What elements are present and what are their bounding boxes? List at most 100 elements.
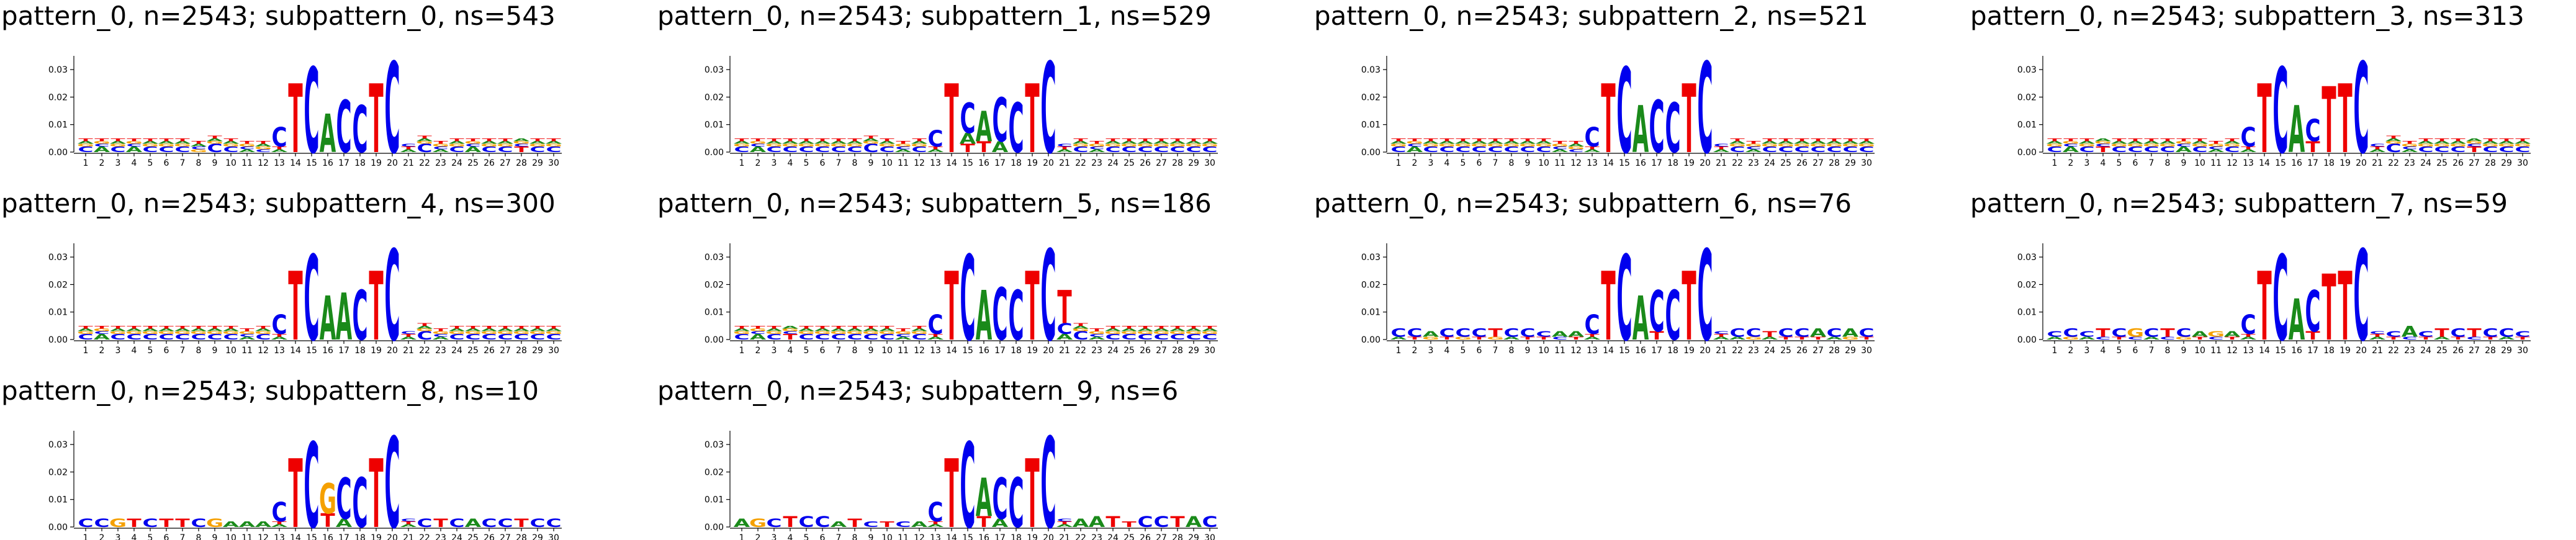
x-tick-label: 25 <box>1780 346 1791 356</box>
x-tick-label: 16 <box>2291 158 2302 168</box>
logo-letter-A: A <box>142 328 158 332</box>
logo-letter-C: C <box>1040 412 1056 540</box>
logo-letter-A: A <box>417 138 433 142</box>
logo-letter-G: G <box>1745 336 1762 340</box>
logo-letter-G: G <box>238 330 256 335</box>
logo-letter-A: A <box>546 140 562 145</box>
logo-letter-C: C <box>766 333 781 341</box>
x-tick-label: 2 <box>99 158 105 168</box>
x-tick-label: 9 <box>1525 158 1531 168</box>
logo-letter-T: T <box>546 325 561 330</box>
logo-letter-G: G <box>1535 143 1552 147</box>
logo-letter-G: G <box>911 143 928 147</box>
logo-letter-A: A <box>481 140 497 145</box>
logo-letter-T: T <box>783 513 798 531</box>
x-tick-label: 1 <box>739 533 745 540</box>
logo-letter-C: C <box>142 517 158 530</box>
logo-letter-G: G <box>77 143 94 147</box>
x-tick-label: 21 <box>1059 346 1070 356</box>
logo-letter-T: T <box>1025 65 1039 174</box>
logo-letter-C: C <box>449 145 464 154</box>
x-tick-label: 23 <box>1748 158 1759 168</box>
x-tick-label: 9 <box>868 346 874 356</box>
x-tick-label: 19 <box>371 346 382 356</box>
logo-letter-C: C <box>911 145 927 154</box>
logo-letter-C: C <box>497 145 513 154</box>
x-tick-label: 5 <box>804 533 809 540</box>
logo-letter-A: A <box>1503 140 1520 145</box>
logo-letter-A: A <box>2369 336 2385 340</box>
logo-letter-A: A <box>465 517 482 530</box>
logo-letter-C: C <box>271 310 287 341</box>
x-tick-label: 5 <box>148 346 153 356</box>
logo-letter-C: C <box>2466 336 2482 340</box>
x-tick-label: 16 <box>322 158 333 168</box>
logo-letter-G: G <box>830 143 847 147</box>
logo-letter-T: T <box>944 252 958 362</box>
logo-letter-C: C <box>546 517 561 530</box>
logo-letter-C: C <box>1390 327 1406 340</box>
x-tick-label: 8 <box>196 158 202 168</box>
logo-panel-8: pattern_0, n=2543; subpattern_8, ns=10 0.… <box>1 376 562 540</box>
logo-letter-T: T <box>896 140 911 145</box>
logo-letter-G: G <box>206 517 223 530</box>
x-tick-label: 14 <box>2259 346 2270 356</box>
logo-letter-T: T <box>175 517 190 530</box>
x-tick-label: 1 <box>83 533 89 540</box>
logo-letter-T: T <box>1585 333 1600 338</box>
logo-letter-T: T <box>847 325 862 330</box>
y-tick-label: 0.02 <box>705 92 724 102</box>
x-tick-label: 30 <box>548 533 559 540</box>
x-tick-label: 17 <box>338 158 349 168</box>
logo-letter-C: C <box>304 231 319 367</box>
x-tick-label: 23 <box>435 533 446 540</box>
logo-letter-T: T <box>1601 252 1615 362</box>
x-tick-label: 3 <box>772 346 777 356</box>
logo-letter-G: G <box>1104 143 1122 147</box>
logo-letter-C: C <box>1568 148 1583 153</box>
x-tick-label: 19 <box>2340 158 2351 168</box>
logo-letter-A: A <box>255 520 272 529</box>
y-tick-label: 0.02 <box>2017 92 2037 102</box>
logo-letter-C: C <box>782 330 798 335</box>
logo-letter-G: G <box>1185 143 1202 147</box>
logo-letter-G: G <box>1487 143 1504 147</box>
logo-letter-T: T <box>514 325 529 330</box>
logo-letter-C: C <box>110 145 125 154</box>
y-tick-label: 0.01 <box>1361 308 1380 318</box>
logo-letter-A: A <box>2240 148 2256 153</box>
logo-letter-A: A <box>1089 336 1105 340</box>
logo-letter-T: T <box>1089 140 1104 145</box>
logo-letter-G: G <box>1858 143 1875 147</box>
logo-letter-G: G <box>125 330 143 335</box>
x-tick-label: 5 <box>1461 158 1466 168</box>
logo-letter-G: G <box>545 330 562 335</box>
logo-letter-C: C <box>2515 145 2530 154</box>
x-tick-label: 5 <box>804 346 809 356</box>
logo-letter-C: C <box>734 333 749 341</box>
logo-letter-T: T <box>1682 65 1696 174</box>
x-tick-label: 15 <box>962 533 973 540</box>
logo-letter-A: A <box>1552 330 1569 339</box>
x-tick-label: 21 <box>403 533 414 540</box>
logo-letter-C: C <box>191 517 206 530</box>
logo-letter-T: T <box>880 520 894 529</box>
x-tick-label: 22 <box>1075 346 1086 356</box>
x-tick-label: 4 <box>788 158 793 168</box>
x-tick-label: 27 <box>1156 346 1167 356</box>
logo-letter-A: A <box>734 517 750 530</box>
y-tick-label: 0.02 <box>705 280 724 290</box>
logo-letter-A: A <box>1202 140 1218 145</box>
logo-letter-T: T <box>2418 336 2433 340</box>
y-tick-label: 0.03 <box>2017 253 2037 263</box>
logo-letter-G: G <box>1567 146 1585 150</box>
logo-letter-C: C <box>304 418 319 540</box>
logo-letter-A: A <box>1105 140 1121 145</box>
logo-letter-C: C <box>481 517 497 530</box>
y-tick-label: 0.02 <box>2017 280 2037 290</box>
logo-letter-T: T <box>1423 138 1438 142</box>
logo-letter-C: C <box>2224 145 2240 154</box>
logo-letter-T: T <box>880 138 894 142</box>
logo-letter-A: A <box>814 328 831 332</box>
logo-letter-T: T <box>2515 336 2530 340</box>
